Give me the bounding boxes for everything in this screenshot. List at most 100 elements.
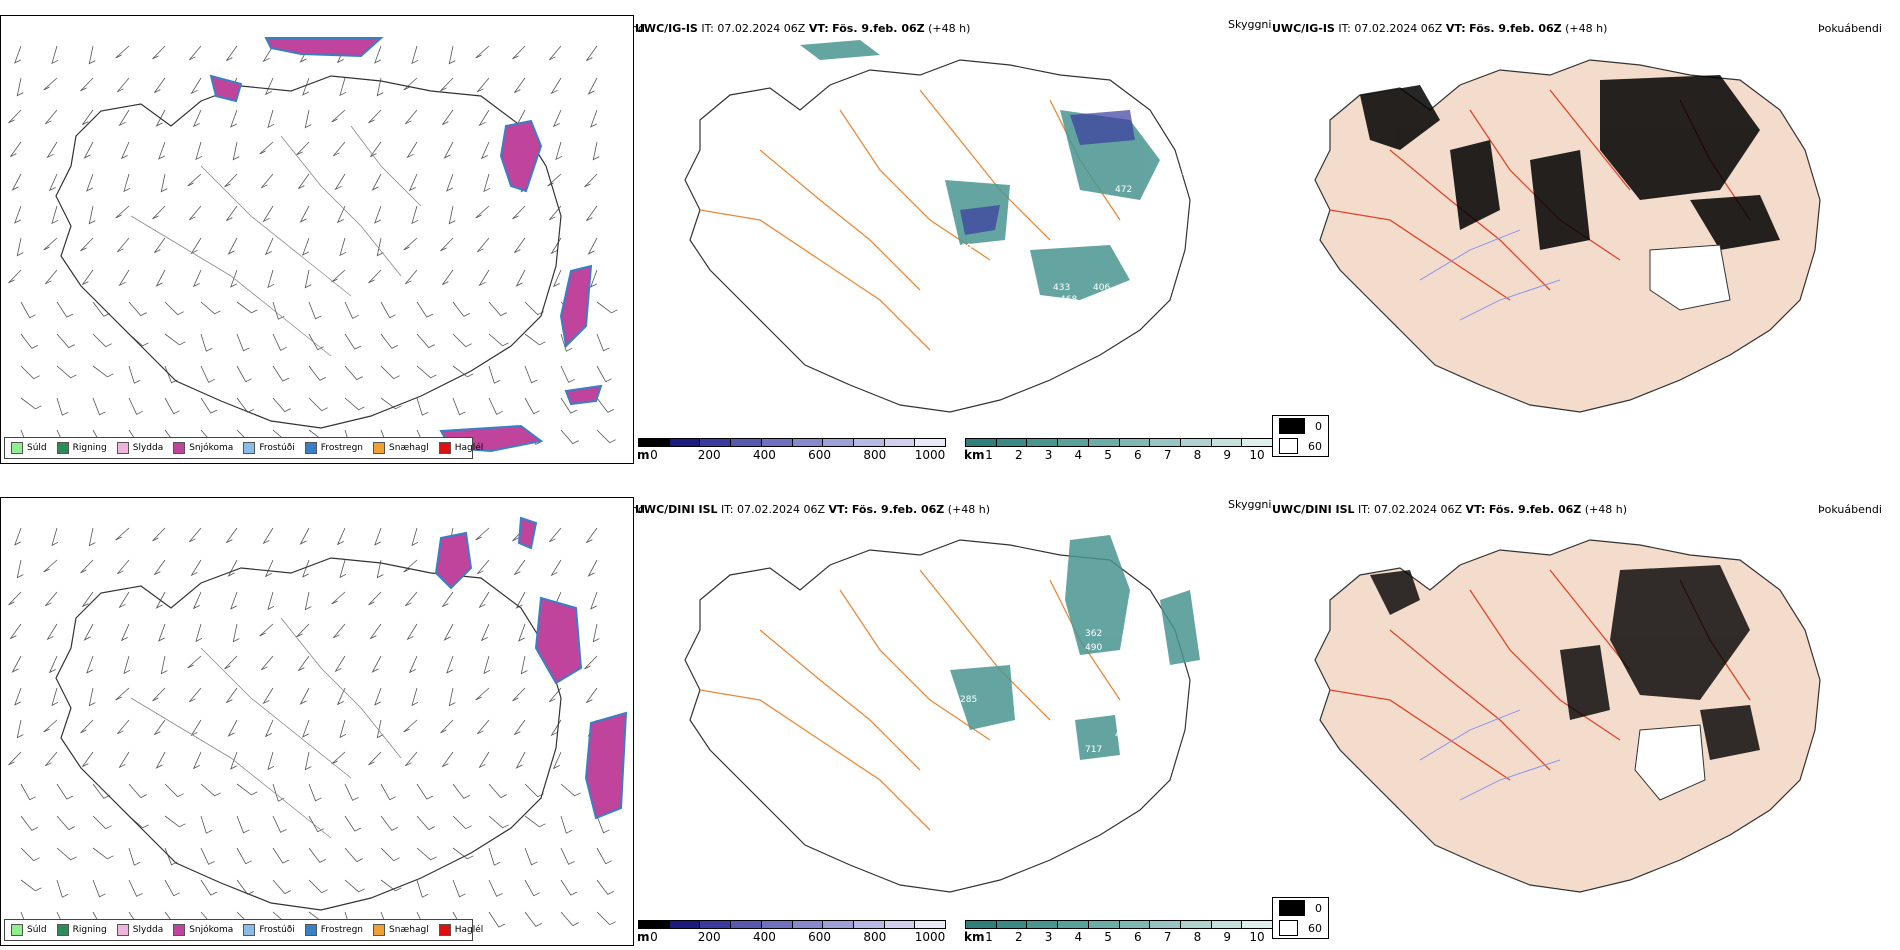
scale-swatch (669, 921, 701, 928)
scale-tick-label: 800 (863, 930, 887, 944)
wind-barb (475, 527, 490, 541)
scale-swatch (823, 921, 854, 928)
wind-barb (374, 205, 382, 224)
wind-barb (16, 719, 24, 739)
wind-barb (230, 591, 238, 610)
wind-barb (416, 301, 433, 318)
scale-tick-label: 5 (1104, 448, 1112, 462)
legend-item: Rigning (56, 442, 107, 454)
scale-swatch (761, 439, 793, 446)
wind-barb (236, 365, 252, 383)
wind-barb (475, 687, 490, 701)
scale-swatch (1119, 439, 1151, 446)
wind-barb (56, 397, 69, 416)
wind-barb (416, 333, 435, 349)
scale-swatch (884, 439, 916, 446)
wind-barb (524, 333, 546, 346)
wind-barb (549, 205, 562, 221)
wind-barb (488, 911, 505, 928)
wind-barb (160, 655, 168, 675)
wind-barb (411, 205, 419, 225)
wind-barb (488, 365, 501, 384)
wind-barb (480, 141, 490, 160)
wind-barb (336, 527, 346, 546)
wind-barb (416, 815, 435, 831)
wind-barb (224, 173, 238, 188)
wind-barb (45, 109, 58, 125)
wind-barb (45, 591, 58, 607)
legend-swatch (11, 924, 23, 936)
fog-legend-item: 0 (1273, 416, 1328, 436)
map-label: 289 (955, 243, 972, 253)
scale-swatch (1088, 439, 1120, 446)
wind-barb (11, 655, 22, 673)
wind-barb (117, 559, 130, 575)
wind-barb (14, 205, 22, 224)
wind-barb (406, 623, 418, 641)
wind-barb (560, 429, 579, 445)
legend-swatch (11, 442, 23, 454)
wind-barb (344, 879, 365, 893)
wind-barb (92, 815, 112, 830)
wind-barb (452, 847, 474, 860)
wind-barb (380, 815, 398, 831)
wind-barb (344, 333, 361, 350)
header-vis-row2: UWC/DINI ISL IT: 07.02.2024 06Z VT: Fös.… (635, 503, 991, 516)
wind-barb (596, 301, 618, 314)
wind-barb (51, 45, 59, 65)
legend-item: Rigning (56, 924, 107, 936)
legend-item: Frostúði (243, 442, 295, 454)
wind-barb (590, 269, 598, 288)
wind-barb (152, 45, 166, 60)
wind-barb (8, 109, 22, 124)
wind-barb (374, 687, 382, 706)
wind-barb (488, 397, 503, 415)
scale-swatch (884, 921, 916, 928)
wind-barb (552, 109, 562, 128)
header-fog-row2: UWC/DINI ISL IT: 07.02.2024 06Z VT: Fös.… (1272, 503, 1628, 516)
wind-barb (376, 559, 384, 579)
wind-barb (304, 109, 312, 129)
wind-barb (452, 815, 472, 830)
wind-barb (584, 655, 598, 670)
wind-barb (80, 237, 94, 252)
wind-barb (452, 397, 466, 416)
wind-barb (51, 527, 59, 547)
wind-barb (560, 815, 573, 834)
wind-barb (224, 655, 238, 670)
scale-tick-label: 3 (1044, 930, 1053, 944)
wind-barb (236, 333, 250, 352)
map-label: 349 (1170, 168, 1187, 178)
wind-barb (56, 815, 75, 831)
map-label: 717 (1085, 745, 1102, 755)
wind-barb (128, 365, 141, 384)
wind-barb (550, 77, 562, 95)
legend-item: Frostúði (243, 924, 295, 936)
wind-barb (596, 397, 614, 413)
scale-tick-label: 800 (863, 448, 887, 462)
scale-tick-label: 7 (1163, 448, 1172, 462)
wind-barb (448, 45, 456, 65)
wind-barb (267, 269, 275, 289)
map-label: 285 (960, 695, 977, 705)
wind-barb (560, 333, 573, 352)
wind-barb (298, 173, 310, 189)
legend-item: Súld (11, 924, 47, 936)
wind-barb (403, 559, 418, 573)
precip-map-row1: Súld Rigning Slydda Snjókoma Frostúði Fr… (0, 15, 634, 464)
scale-swatch (1180, 921, 1212, 928)
scale-swatch (639, 921, 670, 928)
wind-barb (333, 623, 346, 639)
wind-barb (115, 205, 130, 219)
wind-barb (8, 591, 22, 606)
title-fog-row1: Þokuábendi (1818, 22, 1882, 35)
wind-barb (200, 365, 215, 383)
wind-barb (380, 397, 402, 410)
scale-tick-label: 6 (1134, 448, 1142, 462)
wind-barb (512, 45, 526, 60)
wind-barb (80, 719, 94, 734)
wind-barb (477, 237, 490, 253)
scale-swatch (700, 439, 732, 446)
wind-barb (200, 847, 215, 865)
legend-swatch (304, 924, 317, 936)
